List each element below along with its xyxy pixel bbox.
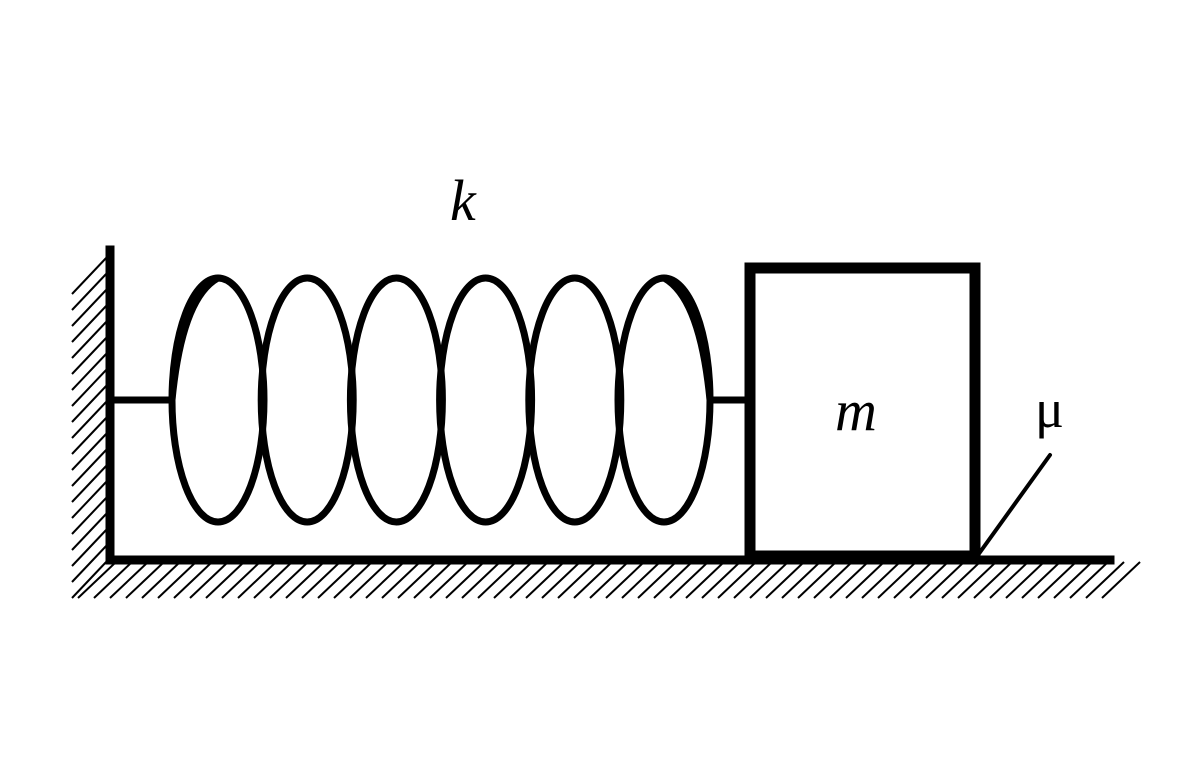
friction-coefficient-label: μ	[1035, 378, 1064, 440]
mass-label: m	[835, 377, 877, 444]
spring-mass-diagram	[0, 0, 1200, 783]
spring-constant-label: k	[450, 167, 476, 234]
